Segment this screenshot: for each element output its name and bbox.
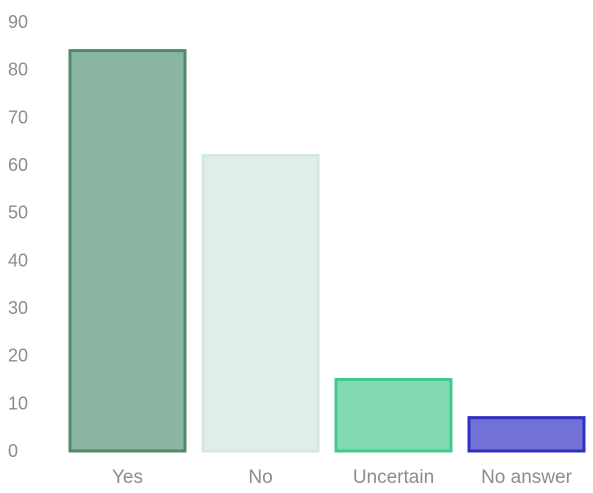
y-tick-label: 30 — [8, 298, 28, 318]
x-axis: Yes No Uncertain No answer — [112, 467, 573, 488]
bar-uncertain — [334, 378, 453, 453]
y-tick-label: 40 — [8, 250, 28, 270]
y-tick-label: 50 — [8, 203, 28, 223]
x-tick-label: Yes — [112, 467, 143, 488]
y-tick-label: 70 — [8, 107, 28, 127]
y-axis: 0 10 20 30 40 50 60 70 80 90 — [8, 12, 28, 461]
y-tick-label: 80 — [8, 60, 28, 80]
y-tick-label: 0 — [8, 441, 18, 461]
bar-no-answer — [467, 416, 586, 453]
y-tick-label: 60 — [8, 155, 28, 175]
bars — [68, 49, 586, 453]
x-tick-label: No — [248, 467, 272, 488]
y-tick-label: 20 — [8, 346, 28, 366]
y-tick-label: 90 — [8, 12, 28, 32]
x-tick-label: No answer — [481, 467, 572, 488]
y-tick-label: 10 — [8, 393, 28, 413]
bar-yes — [68, 49, 187, 453]
x-tick-label: Uncertain — [353, 467, 434, 488]
bar-no — [201, 153, 320, 453]
